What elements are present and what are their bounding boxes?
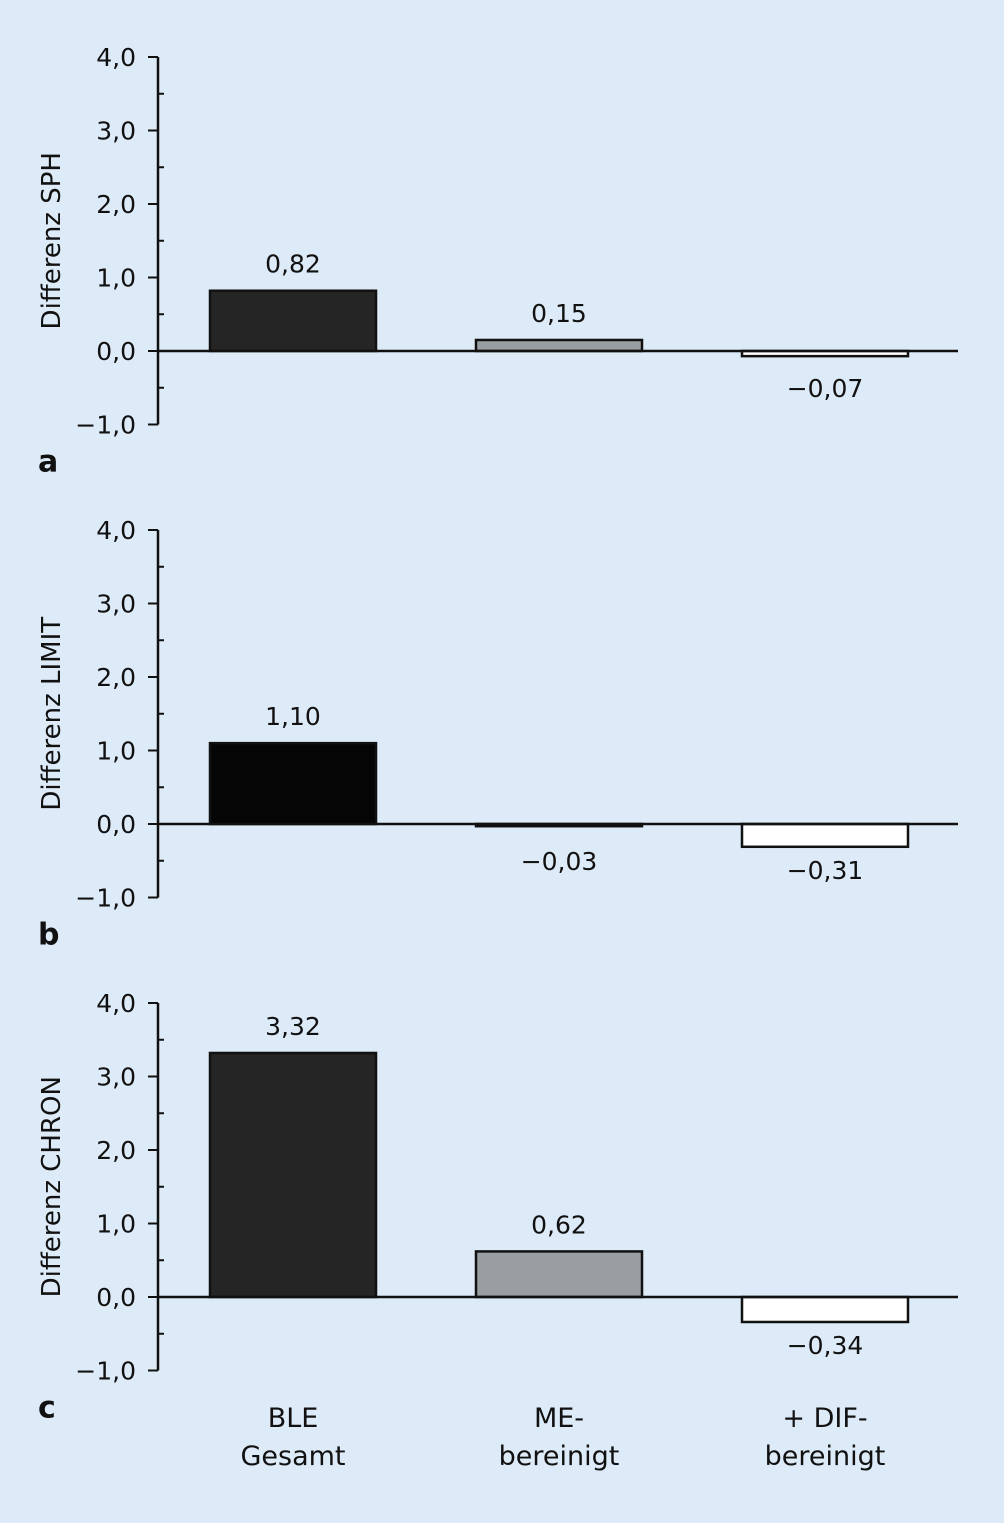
panel-letter: a <box>38 445 58 480</box>
panel-letter: c <box>38 1391 56 1426</box>
bar-value-label: 0,82 <box>265 250 321 279</box>
y-tick-label: −1,0 <box>75 1357 136 1386</box>
bar-value-label: 3,32 <box>265 1012 321 1041</box>
y-axis-title: Differenz SPH <box>37 152 67 329</box>
y-tick-label: −1,0 <box>75 411 136 440</box>
panel-letter: b <box>38 918 59 953</box>
y-tick-label: 4,0 <box>96 43 136 72</box>
y-axis-title: Differenz CHRON <box>37 1076 67 1297</box>
y-tick-label: 2,0 <box>96 663 136 692</box>
y-tick-label: 1,0 <box>96 1210 136 1239</box>
bar-value-label: 0,15 <box>531 299 587 328</box>
x-axis-category-labels: BLE Gesamt ME-bereinigt + DIF-bereinigt <box>240 1403 885 1472</box>
panel-b: 4,0 3,0 2,0 1,0 0,0 −1,0 Differenz LIMIT 1,10 −0… <box>37 516 958 953</box>
bar-1 <box>208 1051 378 1299</box>
y-tick-label: 0,0 <box>96 810 136 839</box>
y-tick-label: 2,0 <box>96 1136 136 1165</box>
y-axis-title: Differenz LIMIT <box>37 617 67 811</box>
y-tick-label: 1,0 <box>96 264 136 293</box>
y-tick-label: 3,0 <box>96 117 136 146</box>
y-tick-label: 3,0 <box>96 590 136 619</box>
x-category-label: BLE <box>268 1403 319 1434</box>
x-category-label: Gesamt <box>240 1441 345 1472</box>
bar-1 <box>208 289 378 353</box>
y-tick-label: 0,0 <box>96 1283 136 1312</box>
panel-c: 4,0 3,0 2,0 1,0 0,0 −1,0 Differenz CHRON 3,32 0,… <box>37 989 958 1426</box>
bar-2 <box>474 338 644 353</box>
x-category-label: bereinigt <box>499 1441 620 1472</box>
y-tick-label: 4,0 <box>96 516 136 545</box>
y-tick-label: −1,0 <box>75 884 136 913</box>
y-tick-label: 2,0 <box>96 190 136 219</box>
bar-value-label: −0,07 <box>787 374 864 403</box>
y-tick-label: 1,0 <box>96 737 136 766</box>
bar-3 <box>740 1295 910 1324</box>
panel-a: 4,0 3,0 2,0 1,0 0,0 −1,0 Differenz SPH 0,82 0,15… <box>37 43 958 480</box>
y-tick-label: 0,0 <box>96 337 136 366</box>
bar-2 <box>474 1250 644 1299</box>
x-category-label: + DIF- <box>782 1403 867 1434</box>
x-category-label: ME- <box>534 1403 584 1434</box>
y-tick-label: 4,0 <box>96 989 136 1018</box>
y-tick-label: 3,0 <box>96 1063 136 1092</box>
bar-3 <box>740 822 910 849</box>
bar-value-label: −0,34 <box>787 1331 864 1360</box>
bar-value-label: 0,62 <box>531 1210 587 1239</box>
bar-value-label: −0,31 <box>787 856 864 885</box>
x-category-label: bereinigt <box>765 1441 886 1472</box>
chart-panels: 4,0 3,0 2,0 1,0 0,0 −1,0 Differenz SPH 0,82 0,15… <box>37 43 958 1426</box>
bar-value-label: −0,03 <box>521 847 598 876</box>
bar-value-label: 1,10 <box>265 702 321 731</box>
bar-1 <box>208 741 378 826</box>
